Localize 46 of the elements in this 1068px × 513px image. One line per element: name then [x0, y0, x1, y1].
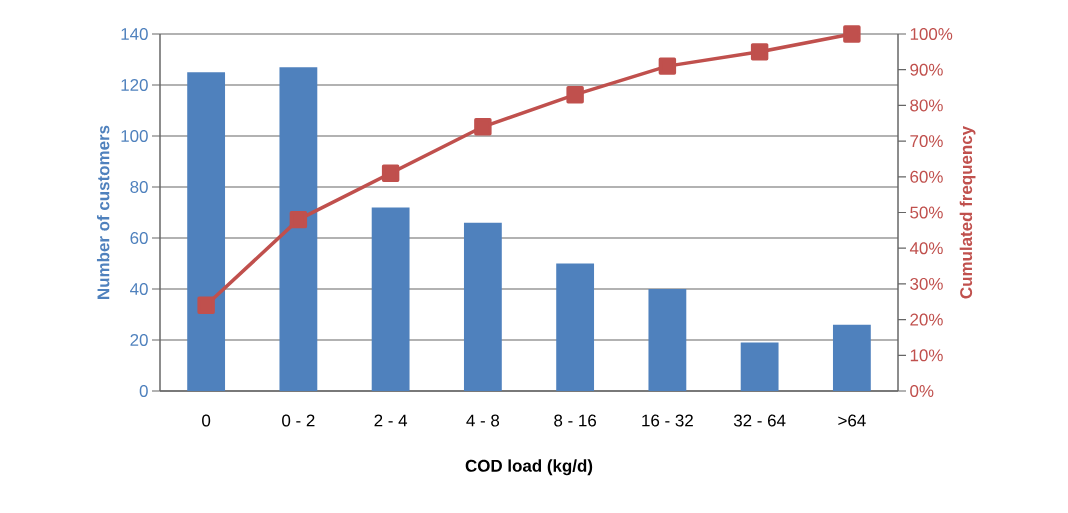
- bar: [463, 222, 502, 391]
- y2-tick-label: 40%: [909, 242, 943, 255]
- y-tick-label: 100: [121, 130, 148, 142]
- y-tick-label: 60: [130, 232, 148, 244]
- y-tick-label: 40: [130, 283, 148, 295]
- y2-tick-label: 70%: [910, 135, 943, 148]
- x-tick-label: 4 - 8: [466, 414, 500, 427]
- y2-tick-label: 50%: [910, 206, 943, 219]
- point: [474, 118, 492, 136]
- x-tick-label: 2 - 4: [374, 414, 408, 427]
- y2-tick-label: 80%: [910, 99, 943, 112]
- point: [289, 210, 308, 229]
- point: [566, 85, 584, 104]
- y2-tick-label: 100%: [910, 28, 953, 40]
- bar: [279, 67, 318, 391]
- x-axis-title: COD load (kg/d): [465, 459, 593, 476]
- x-tick-label: 16 - 32: [642, 414, 693, 427]
- point: [381, 164, 400, 182]
- y-tick-label: 0: [139, 385, 148, 397]
- y-tick-label: 20: [130, 334, 148, 346]
- y2-tick-label: 10%: [910, 349, 943, 362]
- y2-tick-label: 90%: [910, 63, 943, 76]
- point: [197, 296, 215, 315]
- point: [843, 25, 861, 43]
- x-tick-label: 0: [202, 414, 211, 427]
- x-tick-label: 8 - 16: [554, 414, 597, 427]
- x-tick-label: 32 - 64: [733, 414, 786, 427]
- y2-tick-label: 60%: [910, 170, 943, 183]
- bar: [648, 289, 687, 391]
- y-axis-title: Number of customers: [96, 125, 110, 299]
- y2-tick-label: 0%: [910, 385, 934, 397]
- bar: [832, 324, 871, 391]
- y2-tick-label: 30%: [910, 277, 943, 290]
- point: [750, 43, 769, 61]
- bar: [740, 342, 779, 391]
- bar: [556, 263, 595, 391]
- bar: [187, 72, 226, 391]
- y-tick-label: 80: [130, 181, 148, 193]
- y2-tick-label: 20%: [910, 313, 943, 326]
- bar: [371, 207, 410, 391]
- x-tick-label: 0 - 2: [282, 414, 315, 427]
- y2-axis-title: Cumulated frequency: [959, 126, 976, 299]
- y-tick-label: 120: [121, 79, 148, 91]
- y-tick-label: 140: [121, 28, 148, 40]
- x-tick-label: >64: [838, 414, 866, 427]
- point: [658, 57, 677, 75]
